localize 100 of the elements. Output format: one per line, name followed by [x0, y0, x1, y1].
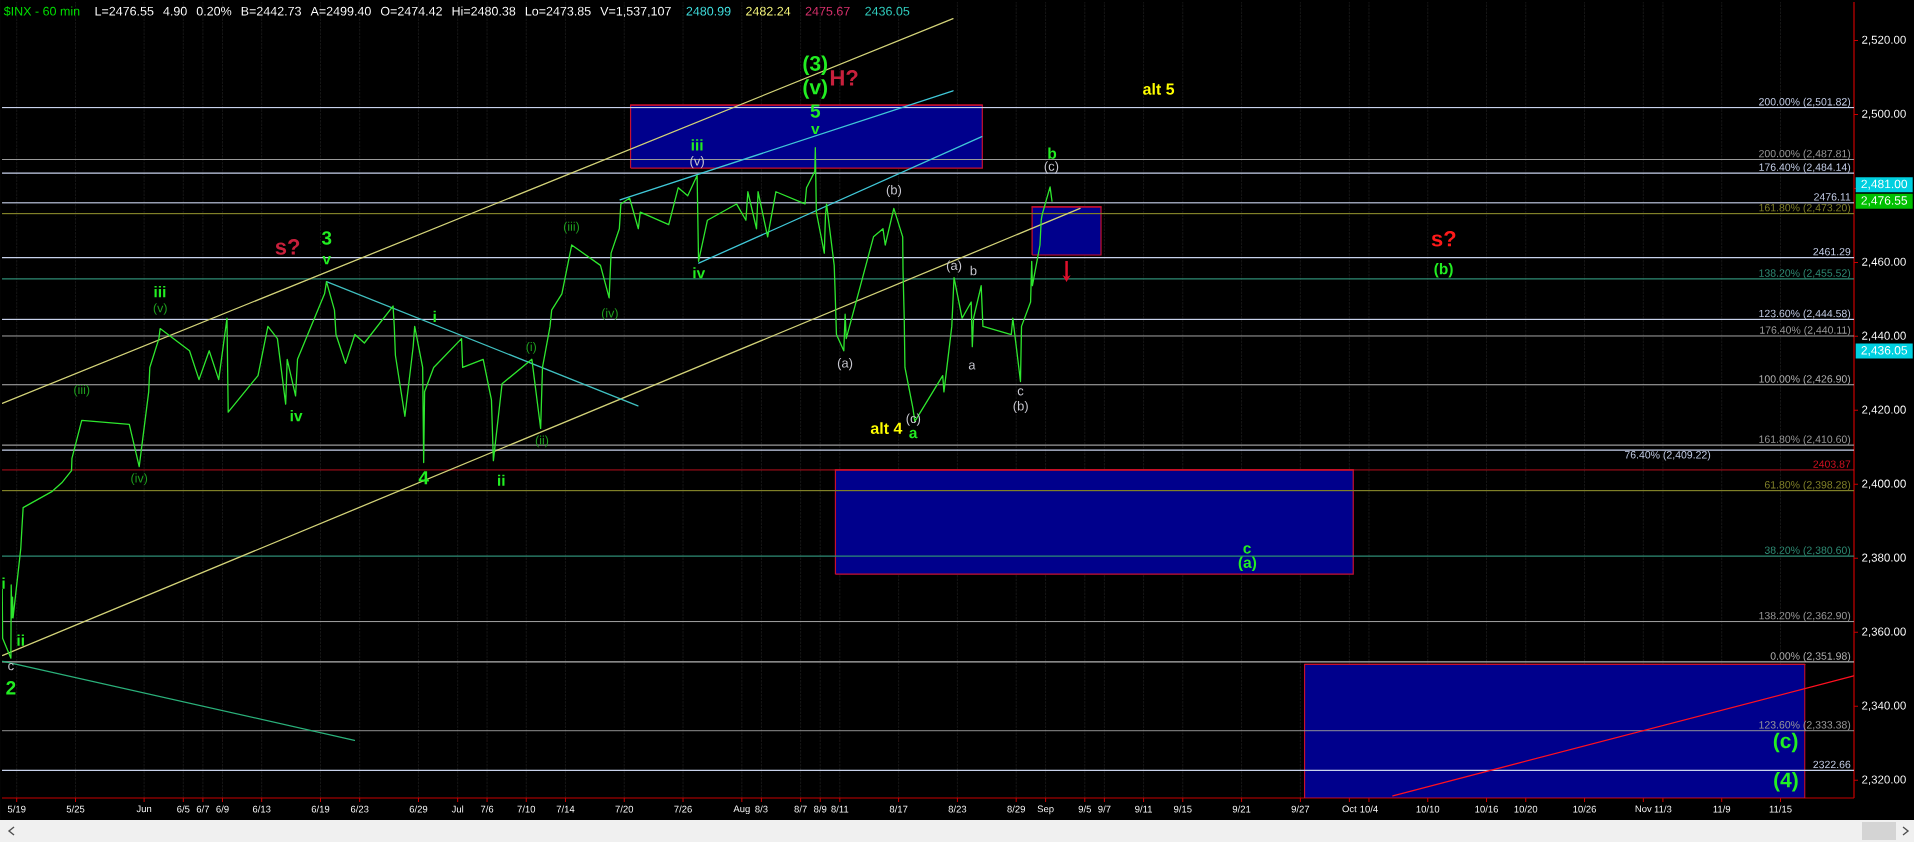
x-tick-label: 11/3: [1654, 805, 1672, 813]
annotation: (c): [1773, 732, 1798, 753]
annotation: 2475.67: [805, 6, 850, 16]
ref-line-label: 2322.66: [1813, 760, 1851, 769]
annotation: 2482.24: [746, 6, 791, 16]
annotation: b: [970, 265, 977, 276]
ref-line-label: 161.80% (2,473.20): [1759, 203, 1851, 214]
annotation: (a): [946, 260, 962, 273]
x-tick-label: 10/20: [1514, 805, 1538, 813]
annotation: (4): [1774, 771, 1798, 792]
y-tick-label: 2,440.00: [1862, 331, 1906, 342]
annotation: (3): [803, 55, 827, 76]
y-tick-label: 2,380.00: [1862, 553, 1906, 564]
x-tick-label: 9/27: [1291, 805, 1310, 813]
x-tick-label: 9/5: [1078, 805, 1091, 813]
y-tick-label: 2,520.00: [1862, 35, 1906, 46]
ref-line-label: 76.40% (2,409.22): [1624, 450, 1711, 461]
x-tick-label: 9/15: [1173, 805, 1192, 813]
annotation: ii: [498, 474, 505, 486]
annotation: 2480.99: [686, 6, 731, 16]
ref-line-label: 138.20% (2,455.52): [1759, 269, 1851, 279]
x-tick-label: 11/9: [1713, 805, 1731, 813]
annotation: ii: [17, 634, 24, 646]
ref-line-label: 2476.11: [1814, 193, 1851, 201]
x-tick-label: 10/16: [1475, 805, 1498, 813]
annotation: (v): [153, 303, 167, 315]
y-tick-label: 2,500.00: [1862, 109, 1906, 120]
annotation: s?: [275, 239, 300, 255]
annotation: (c): [906, 413, 921, 426]
annotation: iv: [290, 409, 303, 422]
y-tick-label: 2,340.00: [1862, 701, 1906, 712]
annotation: 2436.05: [865, 6, 910, 16]
x-tick-label: Jul: [451, 805, 464, 813]
x-tick-label: Sep: [1037, 805, 1054, 815]
x-tick-label: 7/14: [556, 805, 575, 813]
ref-line-label: 2403.87: [1813, 460, 1851, 468]
ref-line-label: 2461.29: [1813, 247, 1851, 256]
chart-title: $INX - 60 min: [3, 6, 80, 17]
annotation: (b): [1013, 400, 1028, 414]
annotation: (iii): [74, 384, 90, 397]
annotation: i: [2, 577, 5, 589]
x-tick-label: 10/4: [1360, 805, 1378, 813]
x-tick-label: 9/7: [1098, 805, 1111, 813]
x-tick-label: 8/23: [948, 805, 967, 813]
ref-line-label: 100.00% (2,426.90): [1759, 374, 1851, 385]
annotation: 2: [6, 681, 16, 695]
annotation: (c): [1044, 161, 1059, 174]
annotation: v: [811, 125, 820, 135]
annotation: iv: [693, 267, 706, 279]
x-tick-label: 7/26: [674, 805, 692, 813]
annotation: H?: [830, 70, 858, 86]
annotation: b: [1048, 147, 1057, 159]
x-tick-label: 6/29: [409, 805, 428, 813]
x-tick-label: 9/11: [1135, 805, 1153, 813]
x-tick-label: 10/26: [1573, 805, 1596, 813]
annotation: (b): [1434, 262, 1453, 278]
x-tick-label: Nov: [1635, 805, 1652, 813]
annotation: (v): [803, 79, 827, 99]
x-tick-label: 5/19: [7, 805, 26, 813]
annotation: v: [322, 256, 331, 265]
x-tick-label: 9/21: [1232, 805, 1251, 813]
x-tick-label: 7/10: [517, 805, 536, 813]
x-tick-label: Jun: [136, 805, 152, 813]
text: 2,481.00: [1861, 179, 1908, 190]
ref-line-label: 161.80% (2,410.60): [1759, 435, 1851, 445]
x-tick-label: 5/25: [66, 805, 85, 813]
x-tick-label: Aug: [733, 805, 750, 815]
annotation: (b): [886, 184, 902, 198]
annotation: alt 5: [1143, 83, 1175, 95]
annotation: a: [909, 429, 918, 439]
x-tick-label: 8/17: [889, 805, 908, 813]
annotation: (iii): [563, 221, 580, 234]
x-tick-label: 6/13: [252, 805, 271, 813]
text: 2,476.55: [1861, 196, 1908, 207]
chart-subtitle: L=2476.55 4.90 0.20% B=2442.73 A=2499.40 O=2474.42 Hi=2480.38 Lo=2473.85 V=1,537,107: [95, 6, 671, 18]
ref-line-label: 38.20% (2,380.60): [1764, 546, 1851, 556]
text: 2,436.05: [1861, 346, 1908, 356]
x-tick-label: 10/10: [1416, 805, 1440, 813]
annotation: (i): [526, 342, 537, 354]
x-tick-label: 6/9: [216, 805, 229, 813]
ref-line-label: 200.00% (2,501.82): [1759, 97, 1851, 108]
annotation: alt 4: [870, 422, 903, 434]
x-tick-label: 8/3: [755, 805, 768, 813]
x-tick-label: 7/6: [480, 805, 494, 813]
y-tick-label: 2,460.00: [1862, 257, 1906, 268]
annotation: (a): [837, 358, 853, 371]
y-tick-label: 2,400.00: [1862, 479, 1906, 490]
x-tick-label: Oct: [1342, 805, 1357, 813]
annotation: iii: [691, 139, 703, 151]
x-tick-label: 11/15: [1769, 805, 1792, 813]
y-tick-label: 2,320.00: [1862, 775, 1906, 785]
annotation: c: [8, 663, 14, 671]
annotation: (iv): [601, 308, 618, 320]
x-tick-label: 8/29: [1007, 805, 1025, 813]
ref-line-label: 123.60% (2,444.58): [1759, 309, 1851, 320]
annotation: c: [1243, 545, 1251, 554]
x-tick-label: 8/11: [831, 805, 849, 813]
annotation: (a): [1238, 556, 1257, 572]
x-tick-label: 6/7: [196, 805, 210, 813]
annotation: (ii): [535, 435, 549, 448]
